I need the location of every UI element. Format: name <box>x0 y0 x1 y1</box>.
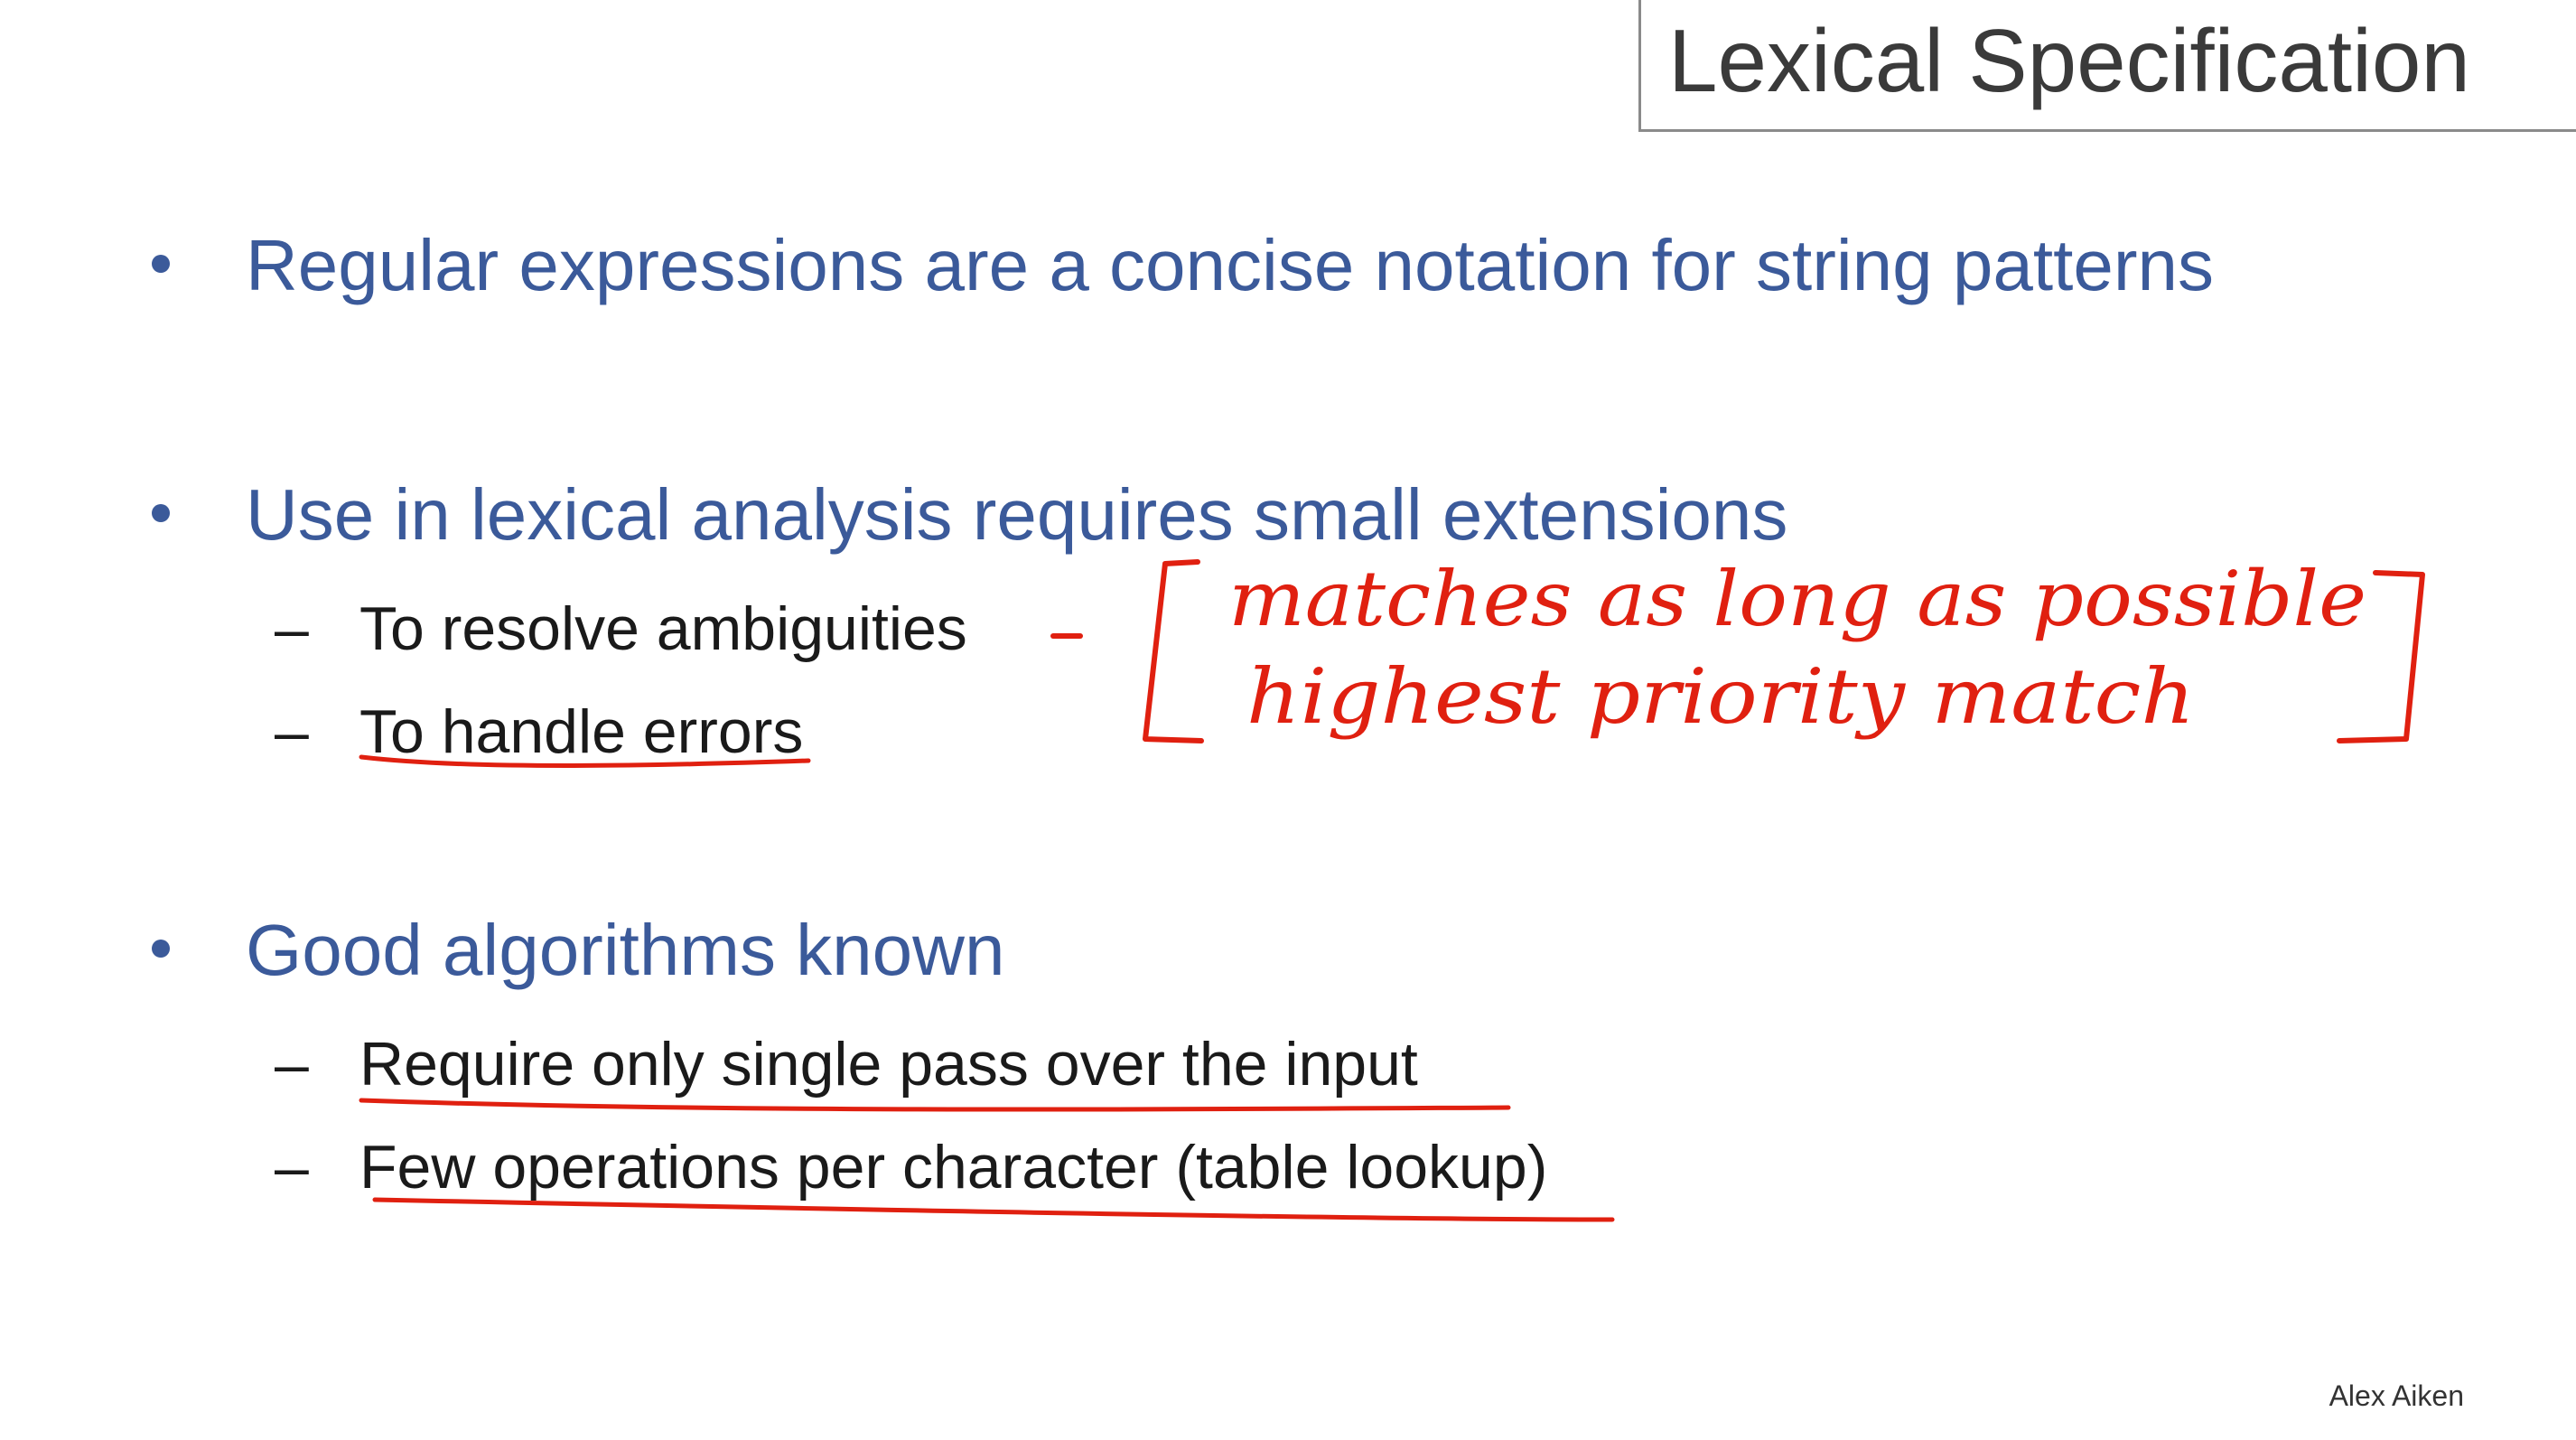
bullet-3-text: Good algorithms known <box>246 910 1005 990</box>
sub-3-1-dash: – <box>275 1030 309 1099</box>
bullet-1-dot <box>152 255 170 273</box>
sub-2-1-text: To resolve ambiguities <box>359 594 967 663</box>
title-box: Lexical Specification <box>1638 0 2576 132</box>
bullet-2-dot <box>152 504 170 522</box>
left-bracket <box>1143 559 1204 743</box>
bullet-3-dot <box>152 940 170 958</box>
footer-author: Alex Aiken <box>2329 1379 2464 1412</box>
sub-2-1-dash: – <box>275 594 309 663</box>
annotation-line-1: matches as long as possible <box>1228 555 2366 643</box>
sub-3-2-text: Few operations per character (table look… <box>359 1133 1548 1202</box>
underline-few-operations <box>372 1197 1615 1222</box>
sub-3-1-text: Require only single pass over the input <box>359 1030 1418 1099</box>
annotation-line-2: highest priority match <box>1246 652 2195 741</box>
bullet-2-text: Use in lexical analysis requires small e… <box>246 474 1788 555</box>
sub-2-2-text: To handle errors <box>359 697 804 766</box>
slide-title: Lexical Specification <box>1668 11 2470 110</box>
bullet-1-text: Regular expressions are a concise notati… <box>246 225 2214 305</box>
right-bracket <box>2337 570 2425 743</box>
sub-2-2-dash: – <box>275 697 309 766</box>
underline-single-pass <box>359 1098 1511 1112</box>
sub-3-2-dash: – <box>275 1133 309 1202</box>
